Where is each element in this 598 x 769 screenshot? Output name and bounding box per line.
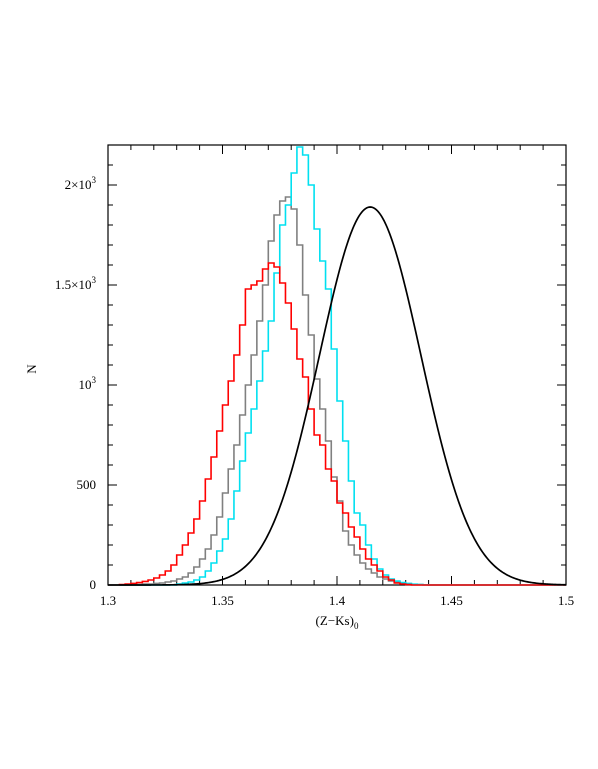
y-tick-label: 2×103 [65, 175, 97, 192]
series-layer [108, 146, 567, 586]
x-tick-label: 1.45 [440, 593, 463, 608]
y-tick-label: 1.5×103 [55, 275, 97, 292]
axis-ticks [107, 144, 567, 586]
x-tick-label: 1.35 [211, 593, 234, 608]
x-axis-title: (Z−Ks)0 [316, 613, 359, 631]
x-tick-label: 1.5 [558, 593, 574, 608]
x-tick-label: 1.3 [100, 593, 116, 608]
tick-labels: 1.3 1.35 1.4 1.45 1.5 0 500 103 1.5×103 2×103 [55, 175, 574, 608]
y-tick-label: 500 [77, 477, 97, 492]
series-line-0 [119, 196, 566, 586]
x-axis-title-subscript: 0 [354, 621, 359, 631]
y-axis-title: N [24, 364, 39, 374]
x-tick-label: 1.4 [329, 593, 346, 608]
y-tick-label: 103 [79, 375, 97, 392]
y-tick-label: 0 [90, 577, 97, 592]
series-line-2 [118, 262, 566, 586]
series-line-3 [108, 206, 567, 586]
